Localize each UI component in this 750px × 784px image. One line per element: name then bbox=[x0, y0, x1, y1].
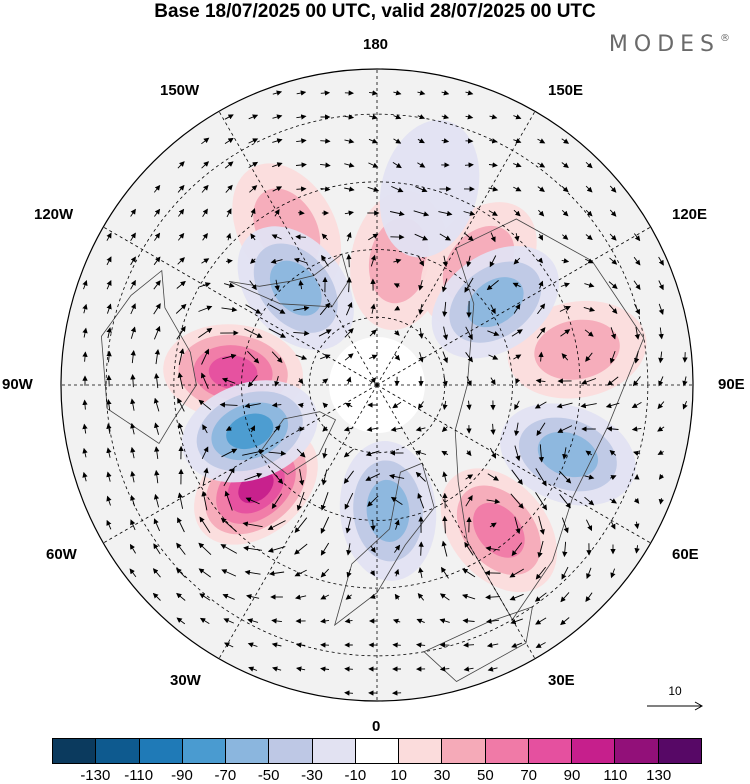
colorbar-swatch bbox=[486, 739, 529, 763]
wind-vector bbox=[296, 189, 305, 190]
colorbar-tick-label: -70 bbox=[214, 767, 236, 784]
wind-vector bbox=[345, 693, 353, 694]
colorbar-tick-label: -110 bbox=[124, 767, 153, 784]
colorbar-labels: -130 -110 -90 -70 -50 -30 -10 10 30 50 70 90 110 130 bbox=[0, 767, 750, 783]
wind-vector bbox=[393, 645, 401, 646]
colorbar-tick-label: 50 bbox=[477, 767, 494, 784]
colorbar-tick-label: 10 bbox=[390, 767, 407, 784]
lon-label-0: 0 bbox=[372, 718, 380, 735]
wind-vector bbox=[464, 645, 474, 646]
lon-label-120e: 120E bbox=[672, 206, 707, 223]
colorbar-tick-label: 90 bbox=[564, 767, 581, 784]
wind-vector bbox=[296, 237, 306, 238]
colorbar-tick-label: -10 bbox=[344, 767, 366, 784]
colorbar-tick-label: -130 bbox=[80, 767, 110, 784]
wind-vector bbox=[421, 542, 422, 555]
colorbar-swatch bbox=[183, 739, 226, 763]
colorbar-swatch bbox=[53, 739, 96, 763]
colorbar-swatch bbox=[615, 739, 658, 763]
lon-label-150e: 150E bbox=[548, 82, 583, 99]
reference-vector: 10 bbox=[645, 684, 705, 716]
lon-label-60e: 60E bbox=[672, 546, 699, 563]
colorbar-swatch bbox=[399, 739, 442, 763]
wind-vector bbox=[349, 255, 350, 267]
colorbar-swatch bbox=[96, 739, 139, 763]
colorbar-swatch bbox=[659, 739, 701, 763]
colorbar-swatch bbox=[226, 739, 269, 763]
lon-label-150w: 150W bbox=[160, 82, 199, 99]
colorbar-tick-label: -90 bbox=[171, 767, 193, 784]
colorbar-tick-label: 130 bbox=[646, 767, 671, 784]
colorbar bbox=[52, 738, 702, 764]
wind-vector bbox=[345, 669, 353, 670]
wind-vector bbox=[320, 141, 329, 142]
colorbar-swatch bbox=[140, 739, 183, 763]
colorbar-swatch bbox=[356, 739, 399, 763]
colorbar-tick-label: -30 bbox=[301, 767, 323, 784]
wind-vector bbox=[465, 165, 473, 166]
colorbar-tick-label: 30 bbox=[434, 767, 451, 784]
colorbar-swatch bbox=[313, 739, 356, 763]
colorbar-swatch bbox=[572, 739, 615, 763]
colorbar-swatch bbox=[269, 739, 312, 763]
reference-arrow-icon bbox=[645, 684, 705, 716]
lon-label-180: 180 bbox=[363, 36, 388, 53]
colorbar-swatch bbox=[442, 739, 485, 763]
colorbar-tick-label: 110 bbox=[603, 767, 627, 784]
lon-label-30e: 30E bbox=[548, 672, 575, 689]
colorbar-tick-label: 70 bbox=[520, 767, 537, 784]
lon-label-90e: 90E bbox=[718, 376, 745, 393]
lon-label-30w: 30W bbox=[170, 672, 201, 689]
colorbar-swatch bbox=[529, 739, 572, 763]
lon-label-120w: 120W bbox=[34, 206, 73, 223]
wind-vector bbox=[298, 213, 304, 214]
lon-label-60w: 60W bbox=[46, 546, 77, 563]
lon-label-90w: 90W bbox=[2, 376, 33, 393]
wind-vector bbox=[321, 93, 329, 94]
colorbar-tick-label: -50 bbox=[258, 767, 280, 784]
